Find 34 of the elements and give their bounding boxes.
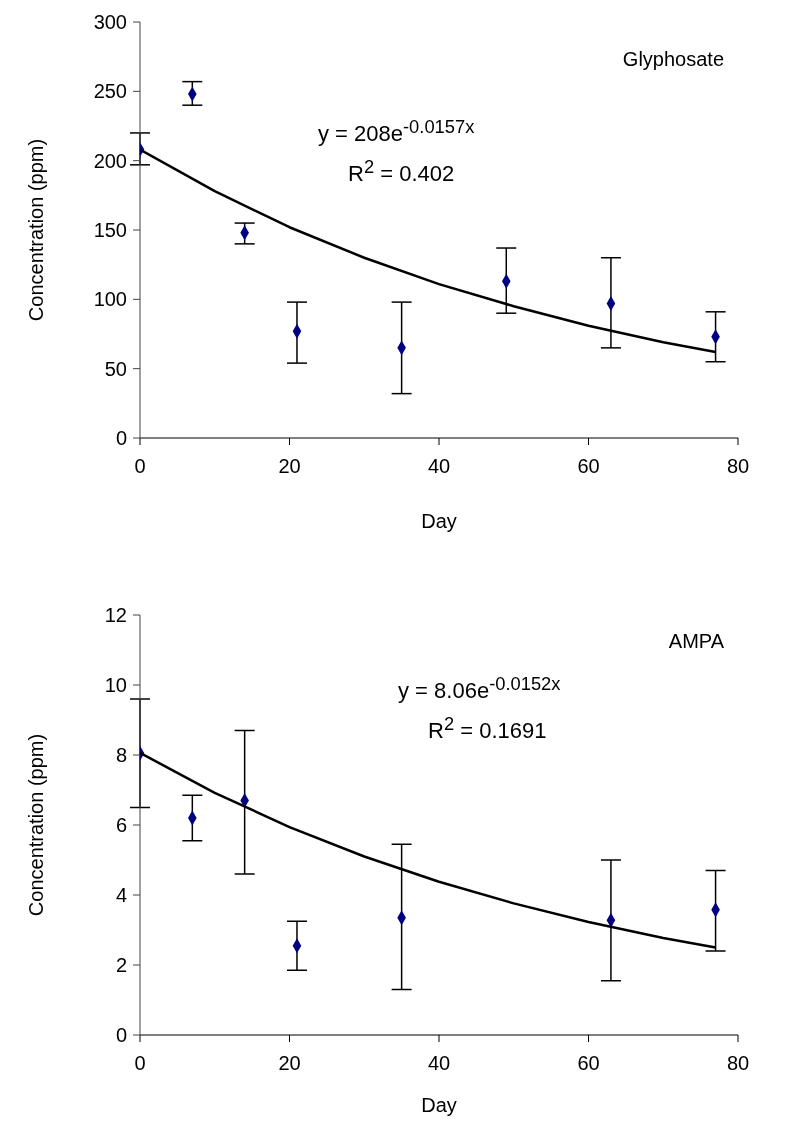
x-tick-label: 20 — [278, 455, 301, 478]
x-tick-label: 20 — [278, 1052, 301, 1075]
y-tick-label: 12 — [104, 604, 127, 627]
y-tick-label: 4 — [115, 884, 127, 907]
y-tick-label: 2 — [115, 954, 127, 977]
y-tick-label: 8 — [115, 744, 127, 767]
y-tick-label: 250 — [93, 80, 127, 103]
x-tick-label: 80 — [726, 1052, 750, 1075]
x-axis-title: Day — [421, 1094, 457, 1116]
annotation: y = 8.06e$^{-0.0152x}$ — [398, 673, 561, 704]
x-tick-label: 60 — [577, 455, 600, 478]
x-tick-label: 40 — [427, 1052, 451, 1075]
x-tick-label: 40 — [427, 455, 451, 478]
y-tick-label: 0 — [115, 1024, 127, 1047]
y-tick-label: 0 — [115, 427, 127, 450]
y-axis-title: Concentration (ppm) — [25, 138, 48, 322]
text: Glyphosate — [622, 48, 724, 71]
y-tick-label: 6 — [115, 814, 127, 837]
y-tick-label: 100 — [93, 288, 127, 311]
x-tick-label: 80 — [726, 455, 750, 478]
annotation: R$^{2}$ = 0.1691 — [428, 713, 547, 744]
annotation: y = 208e$^{-0.0157x}$ — [318, 116, 475, 147]
y-tick-label: 150 — [93, 219, 127, 242]
y-axis-title: Concentration (ppm) — [25, 733, 48, 917]
annotation: R$^{2}$ = 0.402 — [348, 156, 455, 187]
x-tick-label: 0 — [134, 455, 146, 478]
x-axis-title: Day — [421, 510, 457, 532]
text: AMPA — [668, 630, 724, 653]
x-tick-label: 60 — [577, 1052, 600, 1075]
y-tick-label: 10 — [104, 674, 127, 697]
x-tick-label: 0 — [134, 1052, 146, 1075]
y-tick-label: 200 — [93, 149, 127, 172]
y-tick-label: 300 — [93, 11, 127, 34]
y-tick-label: 50 — [104, 357, 127, 380]
